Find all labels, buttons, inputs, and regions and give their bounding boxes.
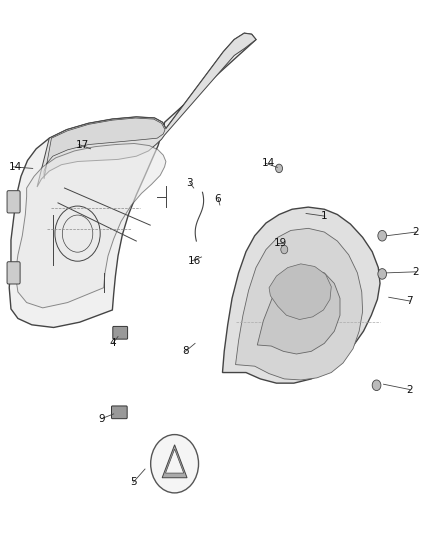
Text: 19: 19: [273, 238, 286, 248]
Circle shape: [151, 434, 198, 493]
FancyBboxPatch shape: [7, 262, 20, 284]
Text: 14: 14: [9, 162, 22, 172]
Polygon shape: [269, 264, 331, 319]
FancyBboxPatch shape: [7, 191, 20, 213]
Polygon shape: [37, 33, 256, 187]
Text: 7: 7: [406, 296, 413, 306]
Text: 2: 2: [413, 267, 419, 277]
Text: 2: 2: [406, 384, 413, 394]
Polygon shape: [9, 33, 256, 327]
FancyBboxPatch shape: [112, 406, 127, 419]
FancyBboxPatch shape: [113, 326, 127, 339]
Circle shape: [281, 245, 288, 254]
Text: 1: 1: [321, 211, 328, 221]
Text: 16: 16: [187, 256, 201, 266]
Text: 3: 3: [186, 177, 193, 188]
Text: 9: 9: [98, 414, 105, 424]
Circle shape: [276, 164, 283, 173]
Text: 5: 5: [130, 477, 136, 487]
Polygon shape: [236, 228, 363, 380]
Polygon shape: [223, 207, 380, 383]
Polygon shape: [44, 118, 165, 179]
Text: 8: 8: [182, 346, 189, 357]
Circle shape: [378, 269, 387, 279]
Text: 4: 4: [110, 338, 116, 349]
Text: 2: 2: [413, 227, 419, 237]
Circle shape: [372, 380, 381, 391]
Polygon shape: [257, 269, 340, 354]
Polygon shape: [162, 445, 187, 478]
Circle shape: [378, 230, 387, 241]
Polygon shape: [166, 449, 184, 473]
Text: 14: 14: [261, 158, 275, 168]
Text: 17: 17: [75, 140, 88, 150]
Polygon shape: [15, 143, 166, 308]
Text: 6: 6: [215, 193, 221, 204]
